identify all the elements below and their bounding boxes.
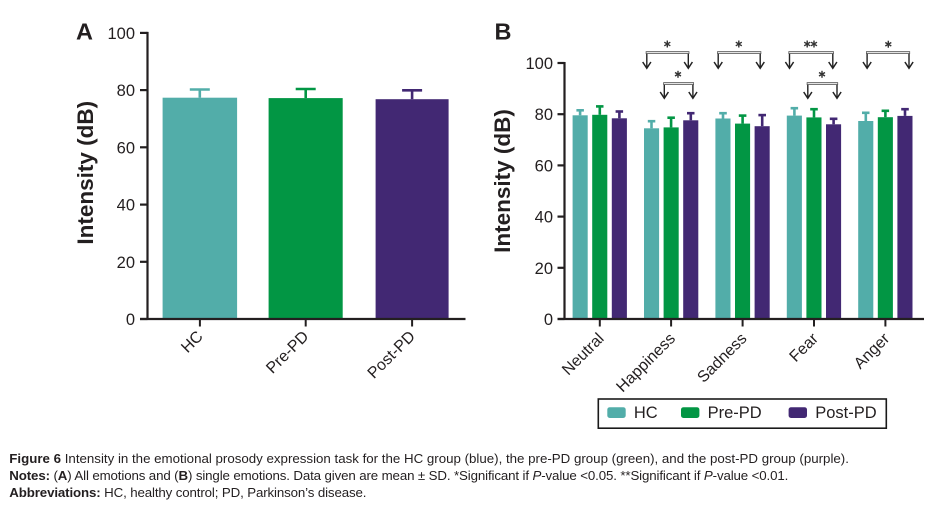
svg-text:20: 20 (535, 260, 553, 278)
svg-text:100: 100 (525, 55, 553, 73)
svg-text:40: 40 (535, 209, 553, 227)
svg-text:Anger: Anger (851, 330, 894, 373)
svg-text:Neutral: Neutral (559, 330, 607, 378)
svg-text:60: 60 (117, 139, 135, 157)
svg-text:Figure 6 Intensity in the emot: Figure 6 Intensity in the emotional pros… (9, 451, 849, 466)
svg-text:80: 80 (535, 106, 553, 124)
svg-text:Pre-PD: Pre-PD (263, 328, 312, 377)
svg-text:A: A (76, 18, 93, 44)
svg-text:100: 100 (107, 25, 135, 43)
svg-text:40: 40 (117, 197, 135, 215)
svg-text:Intensity (dB): Intensity (dB) (73, 101, 98, 245)
svg-text:Pre-PD: Pre-PD (708, 404, 762, 422)
svg-text:HC: HC (178, 328, 206, 356)
svg-text:Fear: Fear (787, 330, 823, 366)
svg-text:0: 0 (544, 311, 553, 329)
svg-text:20: 20 (117, 254, 135, 272)
svg-text:60: 60 (535, 157, 553, 175)
svg-text:B: B (495, 18, 512, 44)
svg-text:HC: HC (634, 404, 658, 422)
svg-text:Notes: (A) All emotions and (B: Notes: (A) All emotions and (B) single e… (9, 468, 788, 483)
svg-text:Sadness: Sadness (694, 330, 750, 386)
svg-text:Post-PD: Post-PD (815, 404, 877, 422)
svg-text:Post-PD: Post-PD (365, 328, 419, 382)
svg-text:Abbreviations: HC, healthy con: Abbreviations: HC, healthy control; PD, … (9, 485, 366, 500)
svg-text:Intensity (dB): Intensity (dB) (490, 109, 515, 253)
svg-text:80: 80 (117, 82, 135, 100)
svg-text:Happiness: Happiness (613, 330, 678, 395)
svg-text:0: 0 (126, 311, 135, 329)
